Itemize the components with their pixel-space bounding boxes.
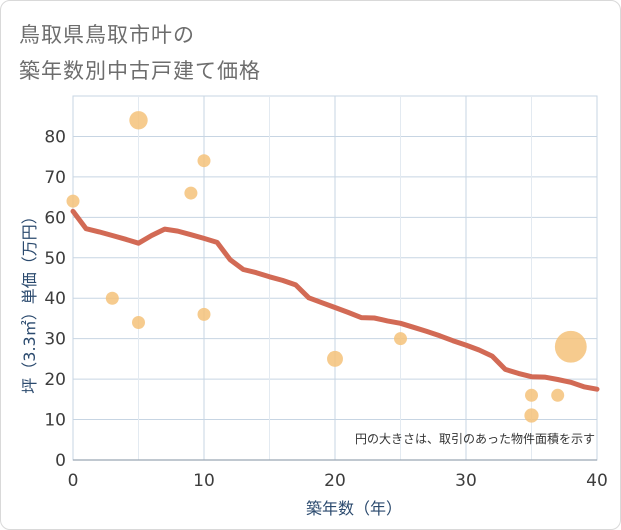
- y-tick-label: 50: [44, 249, 66, 269]
- data-point: [197, 154, 211, 168]
- y-axis-label: 坪（3.3㎡）単価（万円）: [20, 208, 39, 393]
- y-tick-label: 60: [44, 208, 66, 228]
- data-point: [129, 111, 148, 130]
- data-point: [197, 307, 211, 321]
- y-tick-label: 20: [44, 370, 66, 390]
- data-point: [394, 332, 407, 346]
- data-point: [554, 330, 587, 363]
- x-tick-label: 0: [68, 471, 79, 491]
- x-tick-label: 40: [586, 471, 608, 491]
- grid: [72, 95, 598, 461]
- x-tick-label: 30: [455, 471, 477, 491]
- y-tick-label: 40: [44, 289, 66, 309]
- data-points: [66, 111, 587, 423]
- y-tick-label: 70: [44, 168, 66, 188]
- bubble-size-note: 円の大きさは、取引のあった物件面積を示す: [355, 431, 595, 446]
- data-point: [66, 194, 80, 208]
- data-point: [184, 186, 198, 200]
- x-tick-label: 20: [324, 471, 346, 491]
- chart-title-line1: 鳥取県鳥取市叶の: [19, 23, 195, 47]
- y-tick-label: 0: [55, 451, 66, 471]
- trend-layer: [70, 208, 600, 392]
- x-tick-label: 10: [193, 471, 215, 491]
- data-point: [524, 408, 539, 423]
- y-tick-label: 80: [44, 127, 66, 147]
- data-point: [551, 388, 565, 402]
- data-point: [327, 350, 343, 367]
- data-point: [105, 291, 119, 305]
- y-tick-label: 10: [44, 411, 66, 431]
- tick-labels: 0 10 20 30 40 50 60 70 80 0 10 20 30 40: [44, 127, 607, 491]
- trend-line: [70, 208, 600, 392]
- data-point: [132, 315, 145, 329]
- y-tick-label: 30: [44, 330, 66, 350]
- chart-title-line2: 築年数別中古戸建て価格: [19, 59, 261, 83]
- data-point: [525, 388, 538, 402]
- x-axis-label: 築年数（年）: [306, 499, 402, 518]
